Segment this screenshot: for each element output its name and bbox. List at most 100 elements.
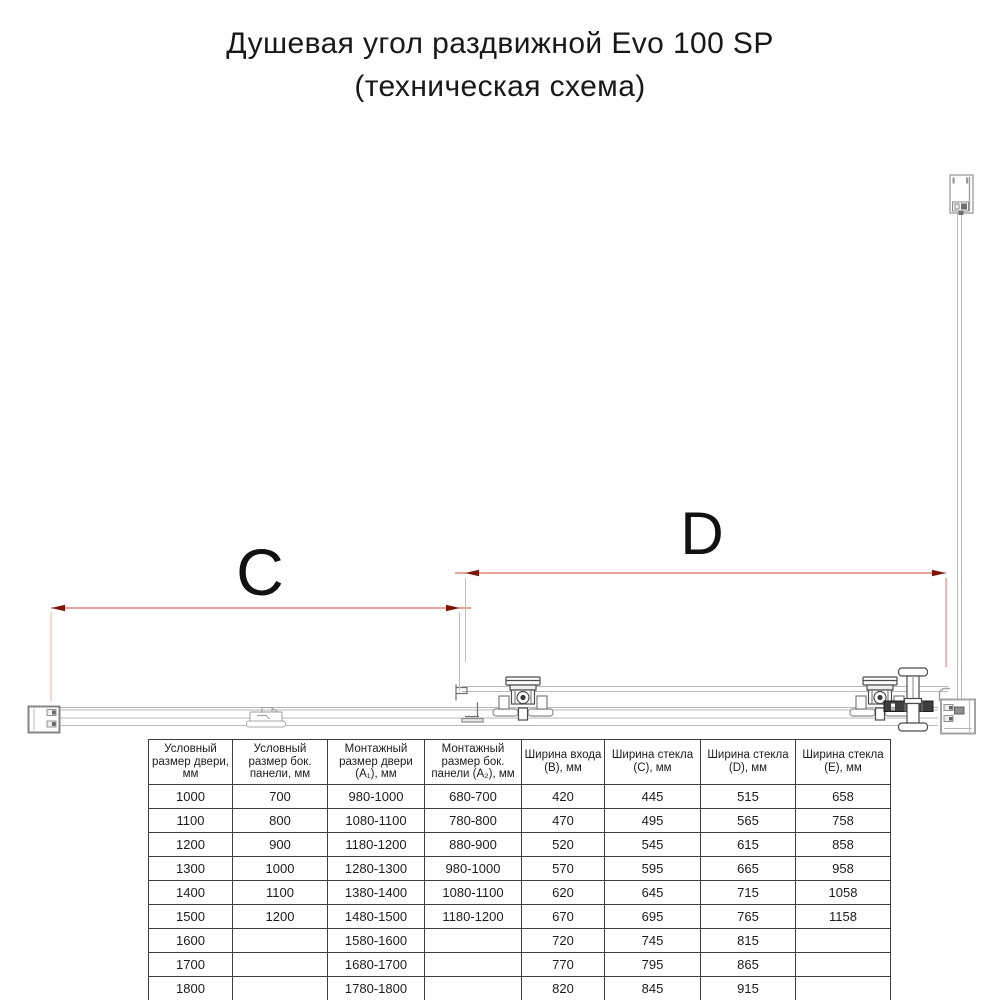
glass-clamp-bracket: [455, 684, 468, 701]
col-header-glass-width-c: Ширина стекла (С), мм: [604, 739, 701, 785]
adjustment-post: [897, 667, 929, 732]
table-cell: 1000: [232, 855, 328, 881]
table-cell: 1100: [232, 879, 328, 905]
col-header-door-mount-size: Монтажный размер двери (А₁), мм: [327, 739, 425, 785]
table-cell: [232, 927, 328, 953]
table-cell: 445: [604, 783, 701, 809]
table-cell: 545: [604, 831, 701, 857]
table-cell: 645: [604, 879, 701, 905]
col-header-side-panel-mount-size: Монтажный размер бок. панели (А₂), мм: [424, 739, 522, 785]
table-cell: 765: [700, 903, 796, 929]
table-cell: 1058: [795, 879, 891, 905]
table-cell: 900: [232, 831, 328, 857]
table-cell: 1700: [148, 951, 233, 977]
wall-profile-left: [27, 705, 61, 734]
table-cell: [795, 927, 891, 953]
table-cell: 770: [521, 951, 605, 977]
table-cell: 1180-1200: [424, 903, 522, 929]
size-table-body: 1000 700 980-1000 680-700 420 445 515 658 1100 80…: [148, 783, 891, 1000]
table-cell: 758: [795, 807, 891, 833]
col-header-entry-width: Ширина входа (В), мм: [521, 739, 605, 785]
table-cell: 670: [521, 903, 605, 929]
table-cell: 515: [700, 783, 796, 809]
table-cell: 615: [700, 831, 796, 857]
table-cell: 1600: [148, 927, 233, 953]
dimension-c-label: C: [236, 535, 284, 609]
table-row: 1200 900 1180-1200 880-900 520 545 615 858: [148, 831, 891, 857]
table-cell: 1780-1800: [327, 975, 425, 1000]
table-cell: 1200: [148, 831, 233, 857]
table-cell: [795, 951, 891, 977]
table-cell: [795, 975, 891, 1000]
table-cell: 665: [700, 855, 796, 881]
table-cell: 800: [232, 807, 328, 833]
panel-clip: [246, 707, 286, 728]
table-row: 1700 1680-1700 770 795 865: [148, 951, 891, 977]
table-cell: 700: [232, 783, 328, 809]
table-cell: [232, 951, 328, 977]
page-title: Душевая угол раздвижной Evo 100 SP (техн…: [0, 22, 1000, 108]
table-cell: 845: [604, 975, 701, 1000]
table-cell: 820: [521, 975, 605, 1000]
table-cell: 1800: [148, 975, 233, 1000]
table-row: 1000 700 980-1000 680-700 420 445 515 658: [148, 783, 891, 809]
col-header-glass-width-e: Ширина стекла (Е), мм: [795, 739, 891, 785]
table-cell: 1100: [148, 807, 233, 833]
table-cell: 880-900: [424, 831, 522, 857]
table-cell: 658: [795, 783, 891, 809]
table-cell: 1300: [148, 855, 233, 881]
wall-profile-top-right: [949, 174, 974, 215]
size-table-header: Условный размер двери, мм Условный разме…: [148, 739, 891, 785]
col-header-glass-width-d: Ширина стекла (D), мм: [700, 739, 796, 785]
table-cell: 495: [604, 807, 701, 833]
table-cell: 420: [521, 783, 605, 809]
col-header-side-panel-size: Условный размер бок. панели, мм: [232, 739, 328, 785]
table-cell: [424, 951, 522, 977]
size-table: Условный размер двери, мм Условный разме…: [148, 739, 891, 1000]
table-cell: 1158: [795, 903, 891, 929]
table-cell: 470: [521, 807, 605, 833]
table-cell: 745: [604, 927, 701, 953]
table-cell: 795: [604, 951, 701, 977]
table-cell: 520: [521, 831, 605, 857]
table-cell: 1280-1300: [327, 855, 425, 881]
dimension-c: [50, 604, 471, 701]
table-cell: 570: [521, 855, 605, 881]
table-cell: 595: [604, 855, 701, 881]
table-cell: 565: [700, 807, 796, 833]
col-header-door-size: Условный размер двери, мм: [148, 739, 233, 785]
table-cell: 1200: [232, 903, 328, 929]
table-cell: [232, 975, 328, 1000]
table-cell: 680-700: [424, 783, 522, 809]
roller-carriage-middle: [492, 676, 554, 721]
table-cell: 780-800: [424, 807, 522, 833]
table-cell: 1080-1100: [424, 879, 522, 905]
table-cell: 620: [521, 879, 605, 905]
corner-bracket: [461, 702, 484, 723]
dimension-d-label: D: [680, 500, 724, 567]
table-cell: 720: [521, 927, 605, 953]
table-row: 1300 1000 1280-1300 980-1000 570 595 665 958: [148, 855, 891, 881]
table-cell: 1080-1100: [327, 807, 425, 833]
title-line-1: Душевая угол раздвижной Evo 100 SP: [226, 27, 774, 60]
table-row: 1400 1100 1380-1400 1080-1100 620 645 715 1058: [148, 879, 891, 905]
header-row: Условный размер двери, мм Условный разме…: [148, 739, 891, 785]
title-line-2: (техническая схема): [354, 70, 646, 103]
table-cell: 980-1000: [327, 783, 425, 809]
table-cell: [424, 975, 522, 1000]
roller-carriage-right: [849, 676, 911, 721]
table-cell: 1400: [148, 879, 233, 905]
table-cell: 815: [700, 927, 796, 953]
table-row: 1800 1780-1800 820 845 915: [148, 975, 891, 1000]
table-cell: 865: [700, 951, 796, 977]
table-cell: 715: [700, 879, 796, 905]
table-cell: 695: [604, 903, 701, 929]
glass-panel-lines: [957, 213, 962, 710]
table-cell: 1500: [148, 903, 233, 929]
table-cell: 1680-1700: [327, 951, 425, 977]
table-row: 1500 1200 1480-1500 1180-1200 670 695 765 1158: [148, 903, 891, 929]
table-cell: 1180-1200: [327, 831, 425, 857]
wall-profile-bottom-right: [938, 687, 976, 735]
